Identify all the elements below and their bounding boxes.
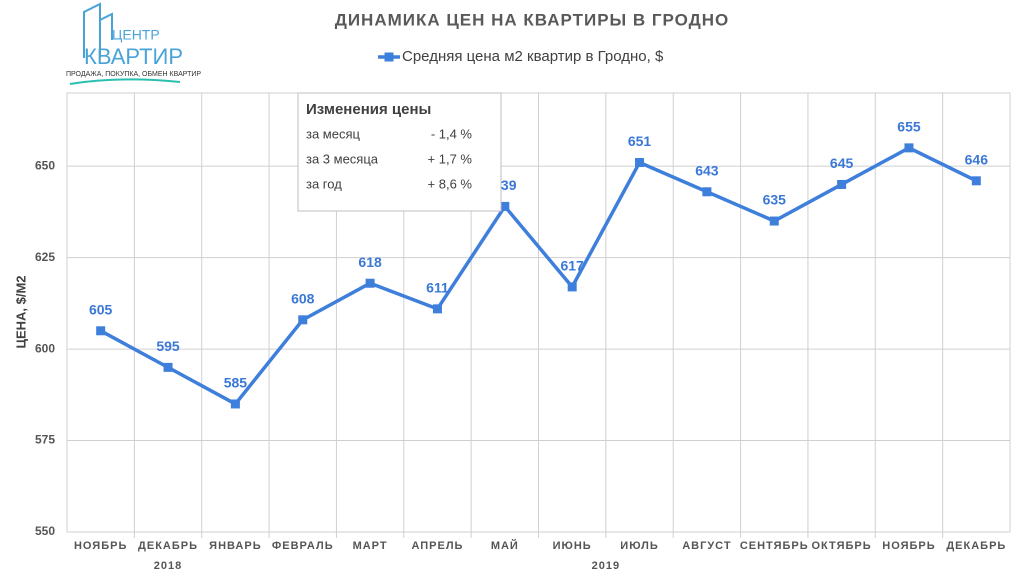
data-label: 605 [89, 301, 113, 317]
y-tick-label: 575 [35, 433, 55, 447]
x-tick-label: ДЕКАБРЬ [138, 540, 198, 552]
marker [298, 315, 308, 325]
y-tick-label: 650 [35, 158, 55, 172]
annotation-row-value: + 8,6 % [428, 176, 473, 191]
annotation-row-value: - 1,4 % [431, 126, 473, 141]
x-tick-label: АПРЕЛЬ [411, 540, 463, 552]
data-label: 635 [763, 192, 787, 208]
x-tick-label: ЯНВАРЬ [209, 540, 261, 552]
x-tick-label: АВГУСТ [682, 540, 731, 552]
data-label: 651 [628, 133, 652, 149]
x-tick-label: НОЯБРЬ [74, 540, 127, 552]
data-label: 585 [224, 375, 248, 391]
marker [230, 399, 240, 409]
y-tick-label: 625 [35, 250, 55, 264]
marker [837, 179, 847, 189]
x-tick-label: ФЕВРАЛЬ [272, 540, 334, 552]
logo-subtitle: КВАРТИР [84, 44, 183, 69]
y-tick-label: 600 [35, 341, 55, 355]
chart-title: ДИНАМИКА ЦЕН НА КВАРТИРЫ В ГРОДНО [335, 10, 730, 29]
data-label: 655 [897, 119, 921, 135]
x-tick-label: ИЮЛЬ [620, 540, 658, 552]
x-tick-label: МАРТ [353, 540, 388, 552]
x-group-label: 2018 [154, 560, 182, 572]
data-label: 608 [291, 291, 315, 307]
marker [702, 187, 712, 197]
data-label: 643 [695, 162, 719, 178]
logo-tagline: ПРОДАЖА, ПОКУПКА, ОБМЕН КВАРТИР [66, 71, 201, 78]
legend-marker [384, 52, 394, 62]
annotation-row-label: за 3 месяца [306, 151, 379, 166]
annotation-row-label: за год [306, 176, 342, 191]
x-tick-label: НОЯБРЬ [882, 540, 935, 552]
x-tick-label: МАЙ [491, 539, 519, 552]
data-label: 617 [560, 258, 584, 274]
data-label: 646 [965, 152, 989, 168]
annotation-row-label: за месяц [306, 126, 361, 141]
x-tick-label: СЕНТЯБРЬ [740, 540, 809, 552]
marker [96, 326, 106, 336]
marker [432, 304, 442, 314]
annotation-title: Изменения цены [306, 101, 431, 118]
annotation-box [297, 92, 502, 212]
series-line [99, 145, 978, 407]
legend-label: Средняя цена м2 квартир в Гродно, $ [402, 48, 664, 65]
y-tick-label: 550 [35, 524, 55, 538]
data-label: 618 [358, 254, 382, 270]
x-tick-label: ДЕКАБРЬ [946, 540, 1006, 552]
logo-swoosh [69, 78, 181, 85]
marker [971, 176, 981, 186]
data-label: 595 [156, 338, 180, 354]
marker [769, 216, 779, 226]
y-axis-label: ЦЕНА, $/М2 [13, 275, 28, 348]
annotation-row-value: + 1,7 % [428, 151, 473, 166]
marker [163, 362, 173, 372]
marker [365, 278, 375, 288]
logo-title: ЦЕНТР [112, 27, 160, 43]
data-label: 611 [426, 280, 449, 296]
logo-building [83, 2, 113, 58]
data-label: 645 [830, 155, 854, 171]
marker [904, 143, 914, 153]
x-group-label: 2019 [592, 560, 620, 572]
marker [635, 158, 645, 168]
x-tick-label: ОКТЯБРЬ [812, 540, 872, 552]
x-tick-label: ИЮНЬ [553, 540, 592, 552]
marker [500, 201, 510, 211]
logo [69, 2, 181, 85]
marker [567, 282, 577, 292]
